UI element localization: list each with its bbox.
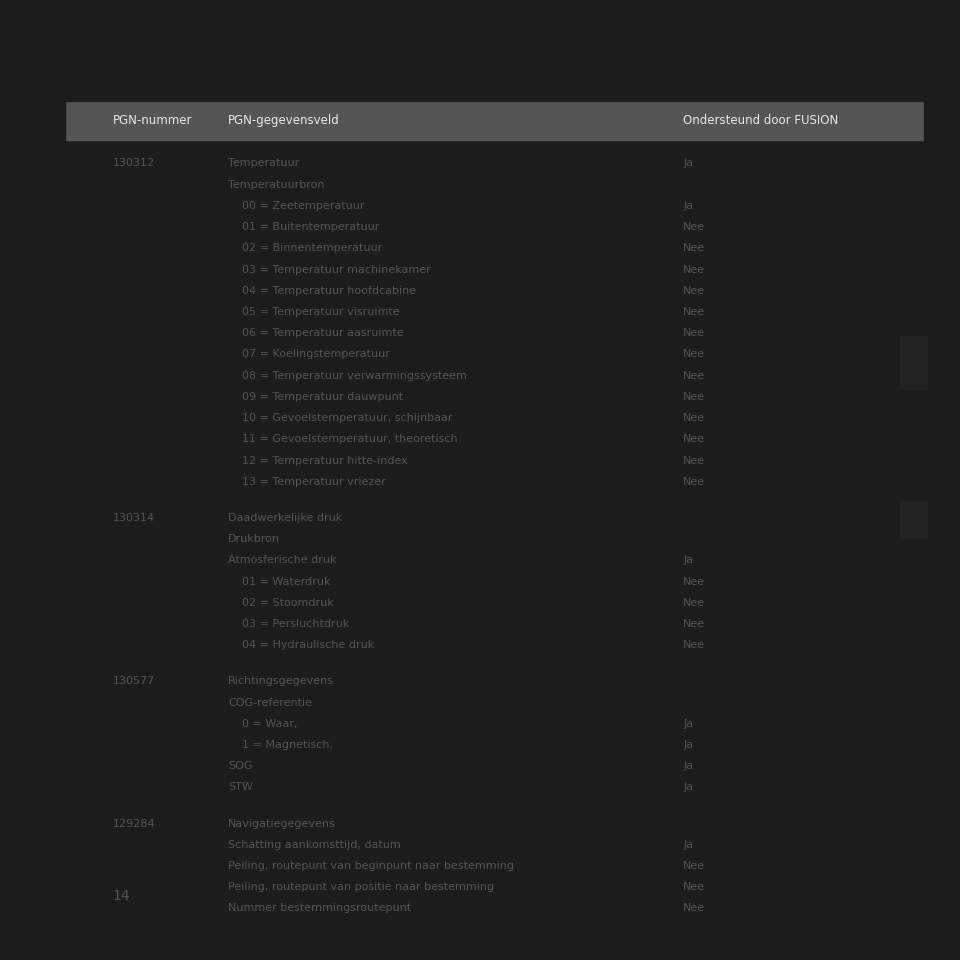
Text: Navigatiegegevens: Navigatiegegevens (228, 819, 336, 828)
Text: 12 = Temperatuur hitte-index: 12 = Temperatuur hitte-index (228, 456, 408, 466)
Text: Lengtegraad bestemmingsroutepunt: Lengtegraad bestemmingsroutepunt (228, 946, 434, 956)
Text: 14: 14 (112, 889, 131, 903)
Text: Nee: Nee (684, 434, 706, 444)
Text: Peiling, routepunt van beginpunt naar bestemming: Peiling, routepunt van beginpunt naar be… (228, 861, 515, 871)
Text: SOG: SOG (228, 761, 252, 771)
Text: PGN-nummer: PGN-nummer (112, 114, 192, 127)
Text: 10 = Gevoelstemperatuur, schijnbaar: 10 = Gevoelstemperatuur, schijnbaar (228, 413, 453, 423)
Text: Schatting aankomsttijd, datum: Schatting aankomsttijd, datum (228, 840, 401, 850)
Text: Nee: Nee (684, 477, 706, 487)
Text: 06 = Temperatuur aasruimte: 06 = Temperatuur aasruimte (228, 328, 404, 338)
Text: 09 = Temperatuur dauwpunt: 09 = Temperatuur dauwpunt (228, 392, 403, 402)
Text: Nee: Nee (684, 577, 706, 587)
Text: 02 = Binnentemperatuur: 02 = Binnentemperatuur (228, 243, 383, 253)
Text: Nee: Nee (684, 222, 706, 232)
Text: PGN-gegevensveld: PGN-gegevensveld (228, 114, 340, 127)
Text: Peiling, routepunt van positie naar bestemming: Peiling, routepunt van positie naar best… (228, 882, 494, 892)
Text: Richtingsgegevens: Richtingsgegevens (228, 676, 334, 686)
Text: 130312: 130312 (112, 158, 155, 168)
Text: 05 = Temperatuur visruimte: 05 = Temperatuur visruimte (228, 307, 400, 317)
Text: Ja: Ja (684, 158, 693, 168)
Text: Nee: Nee (684, 456, 706, 466)
Text: Daadwerkelijke druk: Daadwerkelijke druk (228, 513, 343, 523)
Text: 11 = Gevoelstemperatuur, theoretisch: 11 = Gevoelstemperatuur, theoretisch (228, 434, 458, 444)
Text: Ja: Ja (684, 719, 693, 729)
Text: Nee: Nee (684, 328, 706, 338)
Text: Nee: Nee (684, 349, 706, 359)
Text: 08 = Temperatuur verwarmingssysteem: 08 = Temperatuur verwarmingssysteem (228, 371, 468, 381)
Text: Nee: Nee (684, 243, 706, 253)
Bar (65, 101, 924, 140)
Text: Nee: Nee (684, 413, 706, 423)
Text: Nee: Nee (684, 286, 706, 296)
Text: Drukbron: Drukbron (228, 534, 280, 544)
Text: Nee: Nee (684, 598, 706, 608)
Text: STW: STW (228, 782, 253, 792)
Text: Nee: Nee (684, 619, 706, 629)
Text: Ja: Ja (684, 740, 693, 750)
Text: 07 = Koelingstemperatuur: 07 = Koelingstemperatuur (228, 349, 390, 359)
Text: Ja: Ja (684, 840, 693, 850)
Text: Temperatuurbron: Temperatuurbron (228, 180, 324, 190)
Text: Nee: Nee (684, 924, 706, 935)
Text: 00 = Zeetemperatuur: 00 = Zeetemperatuur (228, 201, 365, 211)
Text: 130577: 130577 (112, 676, 155, 686)
Text: COG-referentie: COG-referentie (228, 698, 312, 708)
Text: Ondersteund door FUSION: Ondersteund door FUSION (684, 114, 838, 127)
Text: Nee: Nee (684, 307, 706, 317)
Text: Nee: Nee (684, 265, 706, 275)
Text: Nee: Nee (684, 640, 706, 650)
Text: Nee: Nee (684, 903, 706, 913)
Text: 130314: 130314 (112, 513, 155, 523)
Text: 13 = Temperatuur vriezer: 13 = Temperatuur vriezer (228, 477, 386, 487)
Text: Temperatuur: Temperatuur (228, 158, 300, 168)
Text: 0 = Waar,: 0 = Waar, (228, 719, 298, 729)
Text: 129284: 129284 (112, 819, 156, 828)
Text: Nee: Nee (684, 371, 706, 381)
Text: 01 = Waterdruk: 01 = Waterdruk (228, 577, 331, 587)
Text: 01 = Buitentemperatuur: 01 = Buitentemperatuur (228, 222, 380, 232)
Text: Ja: Ja (684, 761, 693, 771)
Text: Breedtegraad bestemmingsroutepunt: Breedtegraad bestemmingsroutepunt (228, 924, 440, 935)
Text: 1 = Magnetisch,: 1 = Magnetisch, (228, 740, 333, 750)
Text: 04 = Temperatuur hoofdcabine: 04 = Temperatuur hoofdcabine (228, 286, 417, 296)
Text: Nee: Nee (684, 946, 706, 956)
Text: 03 = Temperatuur machinekamer: 03 = Temperatuur machinekamer (228, 265, 431, 275)
Text: 03 = Persluchtdruk: 03 = Persluchtdruk (228, 619, 349, 629)
Text: Atmosferische druk: Atmosferische druk (228, 555, 337, 565)
Text: Nee: Nee (684, 861, 706, 871)
Text: Ja: Ja (684, 201, 693, 211)
Text: 04 = Hydraulische druk: 04 = Hydraulische druk (228, 640, 374, 650)
Text: Nummer bestemmingsroutepunt: Nummer bestemmingsroutepunt (228, 903, 412, 913)
Text: Nee: Nee (684, 392, 706, 402)
Text: Ja: Ja (684, 555, 693, 565)
Text: Ja: Ja (684, 782, 693, 792)
Text: 02 = Stoomdruk: 02 = Stoomdruk (228, 598, 334, 608)
Text: Nee: Nee (684, 882, 706, 892)
